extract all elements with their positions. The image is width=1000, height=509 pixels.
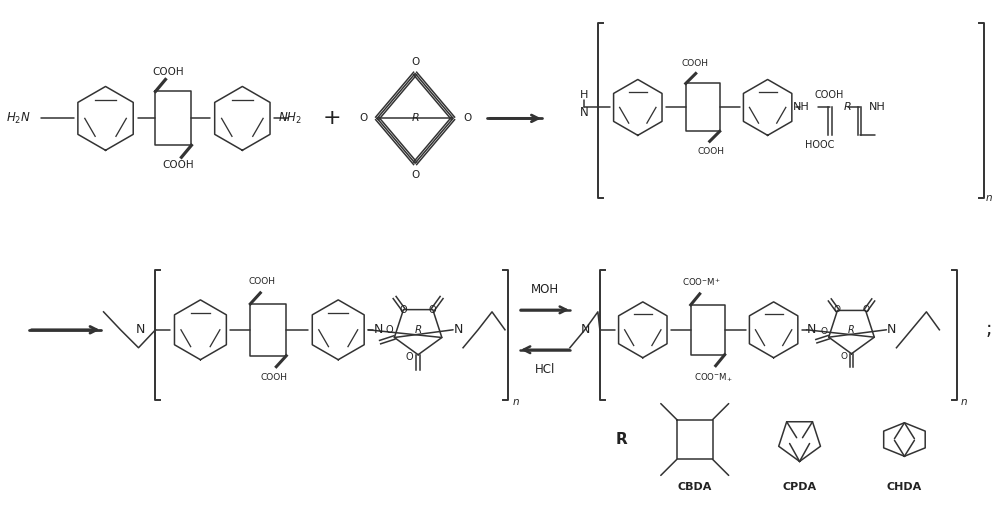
Text: COOH: COOH: [163, 160, 194, 170]
Text: N: N: [807, 323, 816, 336]
Text: NH: NH: [869, 102, 886, 112]
Text: O: O: [411, 170, 419, 180]
Text: O: O: [833, 305, 840, 315]
Text: N: N: [887, 323, 896, 336]
Text: N: N: [580, 106, 588, 119]
Text: CPDA: CPDA: [783, 483, 817, 492]
Text: COOH: COOH: [697, 147, 724, 156]
Text: O: O: [400, 305, 407, 315]
Text: CBDA: CBDA: [678, 483, 712, 492]
Text: +: +: [323, 108, 342, 128]
Text: $H_2N$: $H_2N$: [6, 111, 31, 126]
Text: COOH: COOH: [815, 91, 844, 100]
Text: O: O: [463, 114, 471, 123]
Text: $NH_2$: $NH_2$: [278, 111, 302, 126]
Text: O: O: [359, 114, 367, 123]
Text: HCl: HCl: [535, 363, 555, 376]
Text: COOH: COOH: [681, 59, 708, 68]
Text: COOH: COOH: [153, 67, 184, 76]
Text: O: O: [405, 352, 413, 362]
Text: O: O: [429, 305, 436, 315]
Text: H: H: [580, 91, 588, 100]
Text: MOH: MOH: [531, 284, 559, 296]
Text: O: O: [411, 56, 419, 67]
Text: R: R: [411, 114, 419, 123]
Text: COOH: COOH: [249, 277, 276, 287]
Text: COOH: COOH: [261, 373, 288, 382]
Text: n: n: [513, 397, 519, 407]
Text: O: O: [820, 327, 827, 336]
Text: O: O: [385, 325, 393, 334]
Text: R: R: [848, 325, 855, 335]
Text: n: n: [986, 193, 993, 203]
Text: N: N: [453, 323, 463, 336]
Text: R: R: [616, 432, 628, 447]
Text: N: N: [136, 323, 145, 336]
Text: $\mathregular{COO^{-}M_{+}}$: $\mathregular{COO^{-}M_{+}}$: [694, 372, 733, 384]
Text: N: N: [373, 323, 383, 336]
Text: R: R: [844, 102, 851, 112]
Text: HOOC: HOOC: [805, 140, 834, 150]
Text: CHDA: CHDA: [887, 483, 922, 492]
Text: NH: NH: [793, 102, 810, 112]
Text: O: O: [841, 352, 848, 361]
Text: n: n: [961, 397, 968, 407]
Text: $\mathregular{COO^{-}M^{+}}$: $\mathregular{COO^{-}M^{+}}$: [682, 276, 721, 288]
Text: O: O: [863, 305, 870, 315]
Text: ;: ;: [986, 320, 992, 340]
Text: N: N: [581, 323, 591, 336]
Text: R: R: [414, 325, 422, 335]
